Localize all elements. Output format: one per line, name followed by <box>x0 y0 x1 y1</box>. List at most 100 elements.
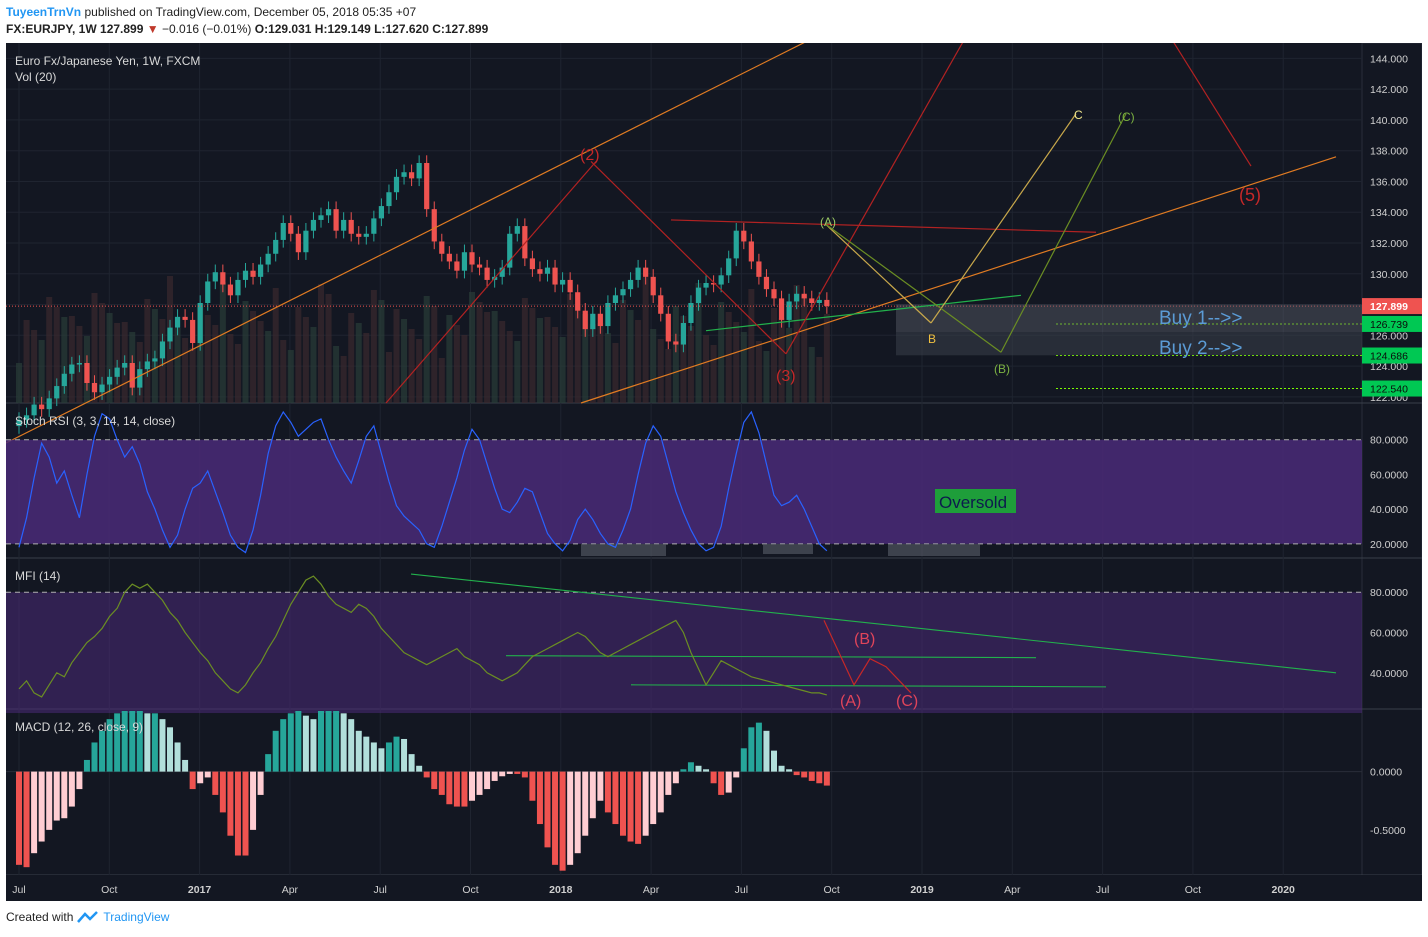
buy-1-zone <box>896 304 1362 333</box>
volume-bar <box>61 317 68 403</box>
candle-body <box>386 192 392 207</box>
candle-body <box>718 275 724 285</box>
macd-histogram-bar <box>755 722 762 772</box>
macd-histogram-bar <box>16 771 22 865</box>
tradingview-link[interactable]: TradingView <box>103 910 170 924</box>
macd-histogram-bar <box>189 771 196 790</box>
wave-paren-b-drop <box>825 224 1002 353</box>
price-change: −0.016 (−0.01%) <box>162 22 252 36</box>
candle-body <box>378 206 384 219</box>
candle-body <box>69 364 75 374</box>
macd-pane-title: MACD (12, 26, close, 9) <box>15 720 143 734</box>
symbol-label: FX:EURJPY, 1W <box>6 22 97 36</box>
volume-bar <box>778 318 785 403</box>
macd-histogram-bar <box>710 771 717 784</box>
macd-histogram-bar <box>114 713 121 772</box>
wave-b-label: B <box>928 332 936 346</box>
macd-histogram-bar <box>106 719 113 772</box>
time-tick-label: 2017 <box>188 884 212 896</box>
candle-body <box>54 386 60 399</box>
time-axis-area <box>6 875 1422 901</box>
candle-body <box>605 303 611 327</box>
candle-body <box>643 267 649 277</box>
ohlc-values: O:129.031 H:129.149 L:127.620 C:127.899 <box>254 22 489 36</box>
price-axis-area <box>1361 43 1422 901</box>
volume-bar <box>695 283 702 403</box>
candle-body <box>310 219 317 231</box>
candle-body <box>741 230 747 242</box>
candle-body <box>658 295 664 314</box>
volume-bar <box>212 325 219 403</box>
macd-histogram-bar <box>204 771 211 778</box>
candle-body <box>439 241 445 254</box>
chart-canvas[interactable]: 122.000124.000126.000128.000130.000132.0… <box>6 43 1422 901</box>
macd-histogram-bar <box>536 771 543 825</box>
candle-body <box>197 303 203 343</box>
volume-bar <box>740 332 747 403</box>
last-price: 127.899 <box>100 22 144 36</box>
volume-bar <box>182 338 189 403</box>
macd-histogram-bar <box>695 765 702 772</box>
candle-body <box>273 239 279 254</box>
volume-bar <box>755 341 762 403</box>
macd-histogram-bar <box>446 771 453 805</box>
candle-body <box>446 253 452 262</box>
macd-histogram-bar <box>816 771 823 784</box>
candle-body <box>122 363 128 368</box>
author-link[interactable]: TuyeenTrnVn <box>6 5 82 19</box>
candle-body <box>227 284 233 296</box>
volume-bar <box>438 358 445 403</box>
volume-bar <box>53 307 60 403</box>
candle-body <box>544 267 551 274</box>
macd-histogram-bar <box>227 771 234 836</box>
mfi-tick-label: 60.0000 <box>1370 627 1408 639</box>
candle-body <box>31 404 37 416</box>
candle-body <box>711 283 717 285</box>
macd-histogram-bar <box>740 748 747 772</box>
candle-body <box>205 281 211 303</box>
macd-histogram-bar <box>620 771 626 836</box>
volume-bar <box>295 307 302 403</box>
volume-bar <box>318 284 324 403</box>
macd-histogram-bar <box>83 759 90 772</box>
volume-bar <box>250 311 257 403</box>
macd-histogram-bar <box>597 771 604 801</box>
volume-bar <box>197 305 204 403</box>
volume-bar <box>476 302 483 403</box>
volume-bar <box>816 357 823 403</box>
macd-histogram-bar <box>484 771 491 790</box>
price-tick-label: 138.000 <box>1370 146 1408 158</box>
candle-body <box>778 298 785 320</box>
volume-bar <box>506 331 513 403</box>
candle-body <box>258 264 264 277</box>
candle-body <box>341 219 347 231</box>
macd-histogram-bar <box>333 711 340 772</box>
macd-histogram-bar <box>567 771 574 865</box>
candle-body <box>680 323 686 345</box>
macd-histogram-bar <box>733 771 740 778</box>
wave-paren-c-rise <box>1000 113 1127 353</box>
macd-histogram-bar <box>53 771 60 821</box>
candle-body <box>809 298 815 303</box>
wave-2-rise-line <box>385 161 597 404</box>
macd-histogram-bar <box>250 771 257 830</box>
macd-histogram-bar <box>771 750 777 772</box>
time-tick-label: Oct <box>462 884 478 896</box>
macd-histogram-bar <box>31 771 38 854</box>
upper-channel-line <box>6 43 805 444</box>
candle-body <box>325 209 332 216</box>
time-tick-label: Oct <box>101 884 117 896</box>
wave-2-label: (2) <box>580 147 600 164</box>
down-arrow-icon: ▼ <box>146 22 159 36</box>
time-tick-label: Apr <box>1004 884 1021 896</box>
buy-2-zone <box>896 332 1362 356</box>
candle-body <box>107 376 113 385</box>
candle-body <box>39 404 45 410</box>
candle-body <box>295 233 301 253</box>
mfi-pane-title: MFI (14) <box>15 569 60 583</box>
candle-body <box>695 287 702 303</box>
time-tick-label: Apr <box>282 884 299 896</box>
volume-bar <box>544 317 551 403</box>
macd-histogram-bar <box>552 771 559 865</box>
volume-bar <box>620 300 626 403</box>
